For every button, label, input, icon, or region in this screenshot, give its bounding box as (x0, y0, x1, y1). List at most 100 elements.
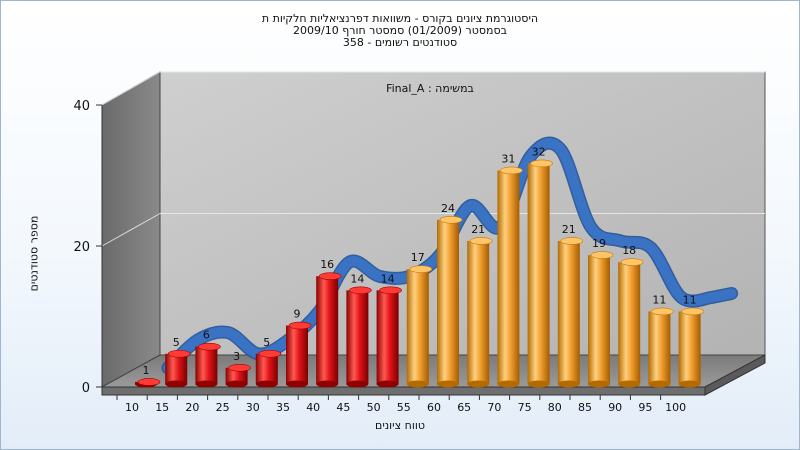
bar-value-label: 11 (683, 293, 697, 306)
x-tick-label: 10 (125, 401, 139, 414)
bar-body (195, 346, 218, 384)
bar-cap (439, 216, 463, 224)
floor-front-edge (101, 386, 706, 396)
bar (225, 364, 251, 388)
bar-value-label: 3 (233, 350, 240, 363)
chart-axes (96, 104, 705, 400)
bar (588, 251, 614, 388)
bar-cap (681, 307, 704, 316)
chart-title-line-3: סטודנטים רשומים - 358 (342, 36, 458, 49)
x-tick-label: 20 (185, 401, 199, 414)
bar-cap (318, 272, 342, 281)
bar-value-label: 31 (501, 152, 515, 165)
bar (527, 159, 553, 388)
x-tick-label: 85 (578, 401, 592, 414)
bar-value-label: 21 (562, 223, 576, 236)
bar-body (497, 170, 520, 384)
bar-cap (167, 349, 191, 358)
bar-cap (409, 265, 433, 273)
bar-base (255, 380, 278, 388)
bar-cap (560, 237, 584, 245)
bar-base (165, 380, 188, 388)
bar-cap (228, 364, 251, 372)
bar (135, 378, 161, 388)
bar-value-label: 6 (203, 329, 210, 342)
bar (195, 342, 221, 388)
bar-value-label: 18 (622, 244, 636, 257)
x-tick-label: 40 (306, 401, 320, 414)
bar-value-label: 5 (263, 336, 270, 349)
x-tick-label: 50 (367, 401, 381, 414)
bar-body (255, 353, 278, 384)
chart-title-line-1: היסטוגרמת ציונים בקורס - משוואות דפרנציא… (261, 12, 539, 25)
bar-base (195, 380, 218, 388)
gridline-side (101, 213, 161, 247)
bar-base (618, 380, 641, 388)
bar-cap (620, 258, 644, 266)
bar-value-label: 21 (471, 223, 485, 236)
bar (406, 265, 433, 388)
bar-value-label: 14 (350, 272, 364, 285)
bar (437, 216, 463, 388)
bar-value-label: 14 (381, 272, 395, 285)
bar-cap (349, 286, 372, 295)
bar-base (527, 380, 550, 388)
bar-body (376, 290, 399, 384)
bar-body (618, 262, 641, 384)
bar-base (376, 380, 399, 388)
bar-cap (500, 166, 523, 175)
bar (376, 286, 402, 388)
bar-cap (530, 159, 553, 168)
bar-body (437, 219, 459, 384)
bar-base (316, 380, 339, 388)
chart-title-line-2: בסמסטר (01/2009) סמסטר חורף 2009/10 (293, 24, 507, 37)
y-tick-label: 40 (73, 99, 90, 114)
bar-cap (198, 342, 221, 351)
bar (286, 321, 312, 388)
bar-value-label: 19 (592, 237, 606, 250)
bar-cap (137, 378, 161, 386)
bar (467, 237, 493, 388)
bar-cap (379, 286, 402, 295)
x-tick-label: 45 (336, 401, 350, 414)
x-tick-label: 75 (518, 401, 532, 414)
gridline-side (101, 71, 161, 106)
bar-base (588, 380, 610, 388)
bar-base (648, 380, 671, 388)
bar-value-label: 16 (320, 258, 334, 271)
y-tick-label: 0 (82, 381, 90, 396)
chart-subtitle: Final_A : במשימה (386, 82, 474, 95)
bar-base (286, 380, 308, 388)
bar-body (467, 240, 490, 384)
bar (165, 349, 191, 388)
bar-base (467, 380, 490, 388)
bar-body (527, 163, 550, 384)
bar-body (406, 269, 429, 384)
bar-base (678, 380, 701, 388)
bar (255, 349, 282, 388)
x-tick-label: 25 (216, 401, 230, 414)
x-tick-label: 55 (397, 401, 411, 414)
bar-cap (288, 321, 312, 330)
bar (497, 166, 523, 388)
bar (346, 286, 372, 388)
bar-body (225, 367, 248, 384)
bar-value-label: 1 (143, 364, 150, 377)
x-axis-label: טווח ציונים (375, 419, 425, 432)
bar-body (286, 325, 308, 384)
bar-body (557, 240, 580, 384)
x-tick-label: 100 (665, 401, 686, 414)
bar-cap (469, 237, 493, 245)
bar-body (678, 311, 701, 384)
bar (678, 307, 704, 388)
bar-body (316, 276, 339, 384)
x-tick-label: 95 (638, 401, 652, 414)
bar-base (437, 380, 459, 388)
x-tick-label: 35 (276, 401, 290, 414)
bar-base (225, 380, 248, 388)
bar-body (346, 290, 369, 384)
bar-value-label: 11 (652, 293, 666, 306)
x-tick-label: 70 (487, 401, 501, 414)
x-tick-label: 90 (608, 401, 622, 414)
bar-base (497, 380, 520, 388)
